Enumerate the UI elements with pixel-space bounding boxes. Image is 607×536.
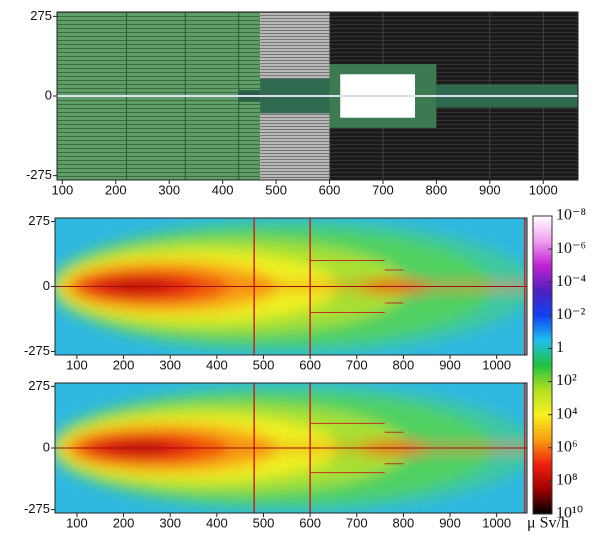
x-tick-label: 1000 <box>482 357 511 372</box>
y-tick-label: -275 <box>24 501 50 516</box>
x-tick-label: 400 <box>206 357 228 372</box>
y-tick-label: 275 <box>28 213 50 228</box>
y-tick-label: -275 <box>24 343 50 358</box>
x-tick-label: 500 <box>253 357 275 372</box>
y-tick-label: 0 <box>43 278 50 293</box>
x-tick-label: 700 <box>346 515 368 530</box>
x-tick-label: 200 <box>113 357 135 372</box>
cb-tick-label: 10⁸ <box>556 472 578 489</box>
x-tick-label: 200 <box>105 182 127 197</box>
x-tick-label: 800 <box>393 357 415 372</box>
x-tick-label: 600 <box>319 182 341 197</box>
plot-area <box>55 383 527 513</box>
y-tick-label: -275 <box>26 167 52 182</box>
x-tick-label: 900 <box>479 182 501 197</box>
x-tick-label: 900 <box>439 357 461 372</box>
cb-tick-label: 10⁶ <box>556 438 578 455</box>
y-tick-label: 0 <box>43 439 50 454</box>
cb-tick-label: 1 <box>556 339 564 356</box>
x-tick-label: 700 <box>372 182 394 197</box>
x-tick-label: 900 <box>439 515 461 530</box>
y-tick-label: 0 <box>45 87 52 102</box>
x-tick-label: 300 <box>158 182 180 197</box>
x-tick-label: 600 <box>299 357 321 372</box>
x-tick-label: 500 <box>253 515 275 530</box>
plot-area <box>55 218 527 355</box>
colorbar <box>532 215 553 515</box>
x-tick-label: 400 <box>212 182 234 197</box>
x-tick-label: 100 <box>66 515 88 530</box>
x-tick-label: 500 <box>265 182 287 197</box>
cb-tick-label: 10⁴ <box>556 405 578 422</box>
x-tick-label: 1000 <box>482 515 511 530</box>
x-tick-label: 100 <box>51 182 73 197</box>
x-tick-label: 1000 <box>529 182 558 197</box>
x-tick-label: 100 <box>66 357 88 372</box>
x-tick-label: 200 <box>113 515 135 530</box>
cb-tick-label: 10⁻⁶ <box>556 240 586 257</box>
x-tick-label: 400 <box>206 515 228 530</box>
cb-tick-label: 10⁻² <box>556 306 585 323</box>
plot-area <box>57 12 578 180</box>
y-tick-label: 275 <box>30 8 52 23</box>
cb-tick-label: 10⁻⁸ <box>556 207 586 224</box>
x-tick-label: 700 <box>346 357 368 372</box>
cb-unit: μ Sv/h <box>527 515 569 531</box>
x-tick-label: 300 <box>159 515 181 530</box>
x-tick-label: 800 <box>426 182 448 197</box>
x-tick-label: 300 <box>159 357 181 372</box>
cb-tick-label: 10⁻⁴ <box>556 273 586 290</box>
cb-tick-label: 10² <box>556 372 577 389</box>
y-tick-label: 275 <box>28 378 50 393</box>
x-tick-label: 600 <box>299 515 321 530</box>
cb-tick-label: 10¹⁰ <box>556 505 583 522</box>
x-tick-label: 800 <box>393 515 415 530</box>
